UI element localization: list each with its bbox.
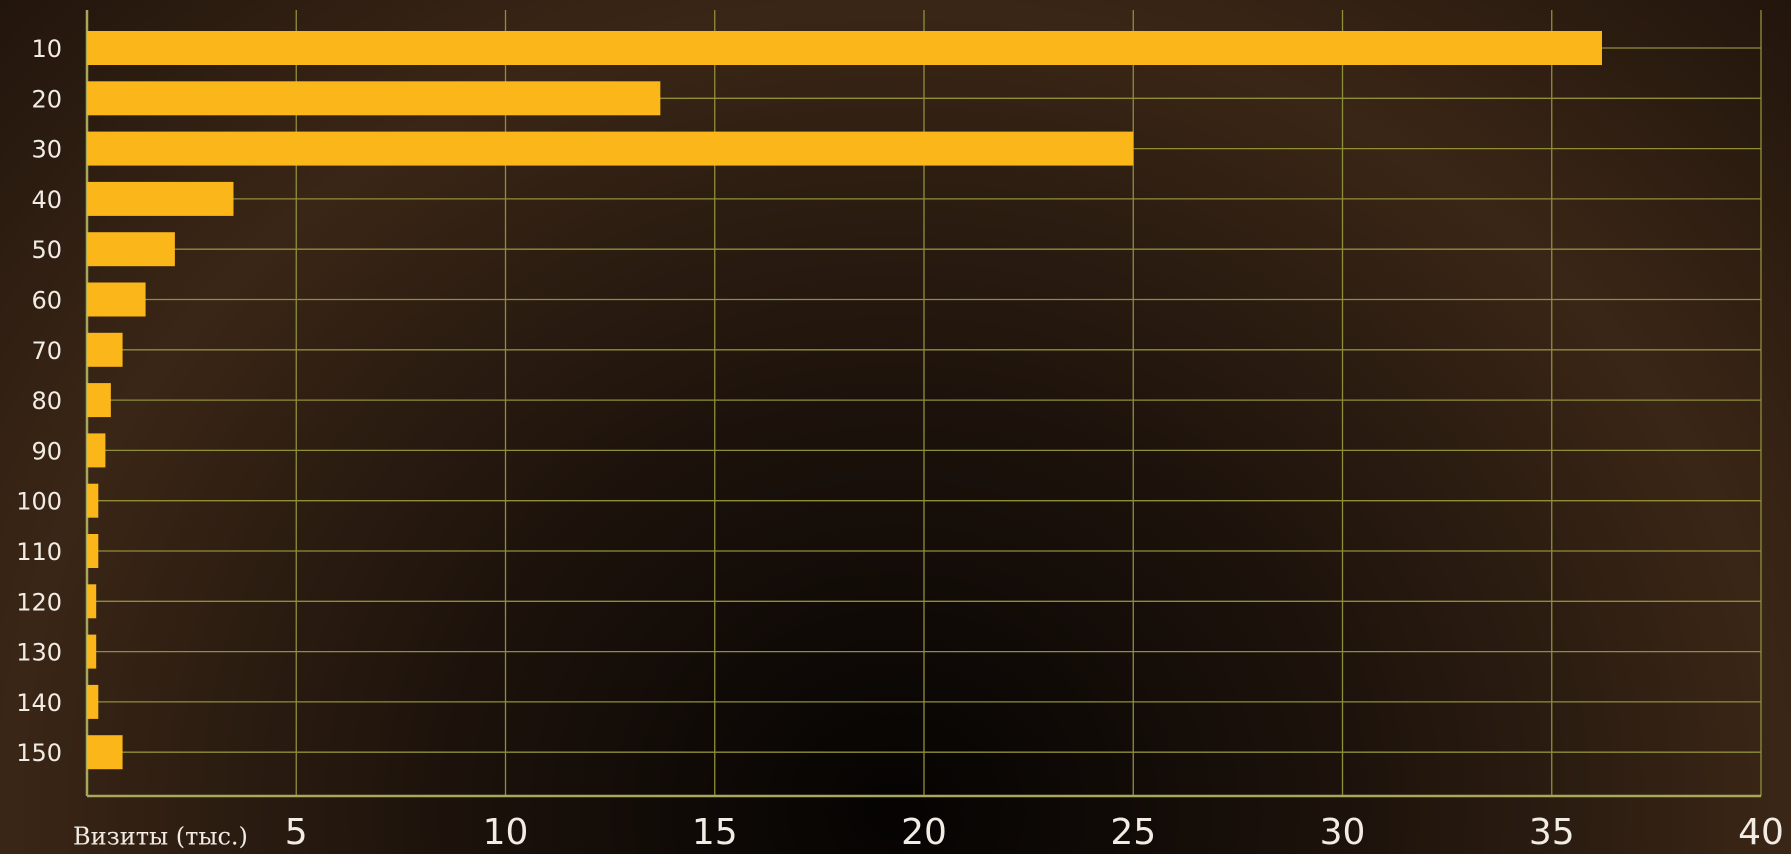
bar — [87, 634, 97, 669]
x-tick-label: 30 — [1320, 812, 1366, 853]
y-tick-label: 30 — [31, 136, 62, 164]
bar — [87, 332, 123, 367]
y-tick-label: 60 — [31, 287, 62, 315]
y-tick-label: 120 — [16, 588, 62, 616]
bar — [87, 232, 175, 267]
x-tick-label: 20 — [901, 812, 947, 853]
bar — [87, 383, 111, 418]
y-tick-label: 110 — [16, 538, 62, 566]
x-tick-label: 35 — [1529, 812, 1575, 853]
x-tick-label: 5 — [285, 812, 308, 853]
bar — [87, 181, 234, 216]
y-tick-label: 50 — [31, 236, 62, 264]
bar — [87, 684, 99, 719]
x-tick-label: 40 — [1738, 812, 1784, 853]
y-tick-label: 140 — [16, 689, 62, 717]
bar — [87, 584, 97, 619]
y-tick-label: 150 — [16, 739, 62, 767]
y-tick-label: 40 — [31, 186, 62, 214]
bar — [87, 534, 99, 568]
bar — [87, 735, 123, 770]
y-tick-label: 130 — [16, 639, 62, 667]
bar — [87, 282, 146, 317]
bar — [87, 433, 106, 468]
bar — [87, 31, 1602, 65]
x-tick-label: 15 — [692, 812, 738, 853]
bar — [87, 81, 661, 116]
y-tick-label: 20 — [31, 85, 62, 113]
y-tick-label: 80 — [31, 387, 62, 415]
x-tick-label: 25 — [1110, 812, 1156, 853]
bar — [87, 483, 99, 518]
bar — [87, 131, 1134, 166]
y-tick-label: 90 — [31, 437, 62, 465]
x-axis-label: Визиты (тыс.) — [73, 823, 248, 851]
x-tick-label: 10 — [483, 812, 529, 853]
y-tick-label: 10 — [31, 35, 62, 63]
y-tick-label: 70 — [31, 337, 62, 365]
y-tick-label: 100 — [16, 488, 62, 516]
